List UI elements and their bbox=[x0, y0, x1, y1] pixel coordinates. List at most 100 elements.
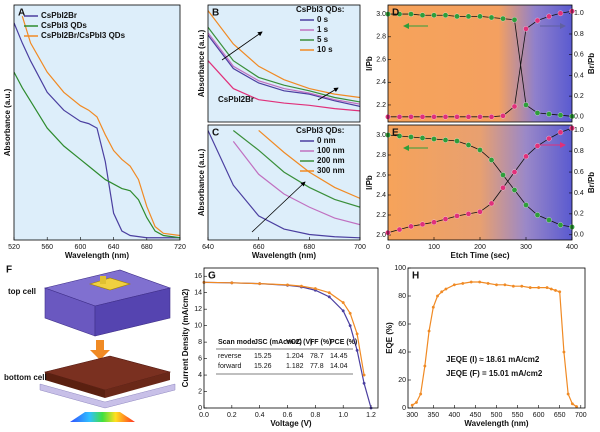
chart: 640 660 680 700 C Wavelength (nm) Absorbance (… bbox=[197, 124, 366, 260]
data-point bbox=[419, 221, 426, 228]
legend-label: CsPbI3 QDs bbox=[41, 21, 87, 30]
cell-label: bottom cell bbox=[4, 373, 47, 382]
y2-tick-label: 0.6 bbox=[574, 169, 584, 176]
x-tick-label: 0.4 bbox=[255, 412, 265, 419]
y2-tick-label: 0.0 bbox=[574, 114, 584, 121]
data-point bbox=[488, 157, 495, 163]
plot-background bbox=[208, 125, 360, 240]
data-point bbox=[523, 202, 529, 208]
table-cell: 1.182 bbox=[286, 363, 304, 370]
y-tick-label: 0 bbox=[402, 405, 406, 412]
data-point bbox=[419, 114, 426, 120]
data-point bbox=[414, 400, 418, 404]
data-point bbox=[431, 114, 437, 120]
plot-background bbox=[408, 268, 585, 408]
data-point bbox=[469, 280, 473, 284]
table-cell: 77.8 bbox=[310, 363, 324, 370]
series-line bbox=[208, 26, 360, 103]
y-tick-label: 100 bbox=[394, 265, 406, 272]
data-point bbox=[545, 286, 549, 290]
bottom-cell-right bbox=[105, 372, 170, 398]
data-point bbox=[341, 301, 345, 305]
table-header: VOC (V) bbox=[286, 339, 312, 346]
y-tick-label: 40 bbox=[398, 349, 406, 356]
data-point bbox=[546, 13, 552, 20]
plot-background bbox=[204, 268, 378, 408]
y2-tick-label: 0.2 bbox=[574, 211, 584, 218]
data-point bbox=[465, 13, 472, 20]
data-point bbox=[554, 288, 557, 292]
data-point bbox=[396, 133, 403, 139]
data-point bbox=[286, 283, 289, 287]
chart: 0 100 200 300 400 2.0 2.2 2.4 2.6 2.8 3.0 0.0 0.2 0.4… bbox=[365, 124, 596, 260]
chart: B Absorbance (a.u.) CsPbI3 QDs:0 s1 s5 s10… bbox=[197, 4, 361, 123]
contact bbox=[100, 276, 106, 284]
y-tick-label: 14 bbox=[194, 290, 202, 297]
legend-label: CsPbI2Br bbox=[41, 11, 77, 20]
x-tick-label: 1.2 bbox=[366, 412, 376, 419]
data-point bbox=[511, 284, 515, 288]
x-axis-label: Wavelength (nm) bbox=[65, 251, 129, 260]
plot-frame bbox=[387, 124, 573, 241]
data-point bbox=[534, 17, 541, 24]
series-line bbox=[208, 60, 360, 112]
data-point bbox=[478, 280, 482, 284]
data-point bbox=[511, 187, 518, 193]
data-point bbox=[442, 12, 449, 18]
legend-label: 1 s bbox=[317, 25, 329, 34]
data-point bbox=[442, 216, 449, 222]
y-axis-label: EQE (%) bbox=[385, 322, 394, 354]
x-tick-label: 600 bbox=[533, 412, 545, 419]
data-point bbox=[557, 222, 564, 228]
y-axis-label: Absorbance (a.u.) bbox=[197, 148, 206, 216]
data-point bbox=[486, 281, 490, 285]
panel-label: H bbox=[412, 271, 419, 282]
data-point bbox=[454, 213, 460, 219]
data-point bbox=[562, 350, 566, 354]
y-tick-label: 60 bbox=[398, 321, 406, 328]
arrows bbox=[221, 23, 566, 233]
data-point bbox=[396, 114, 403, 120]
x-axis-label: Wavelength (nm) bbox=[464, 419, 528, 428]
table-cell: 1.204 bbox=[286, 353, 304, 360]
y-tick-label: 0 bbox=[198, 405, 202, 412]
spectrum-arrow bbox=[70, 412, 135, 422]
x-tick-label: 0.6 bbox=[283, 412, 293, 419]
data-point bbox=[431, 12, 437, 18]
series-line bbox=[208, 32, 360, 105]
plot-frame bbox=[207, 4, 361, 123]
plot-frame bbox=[203, 267, 379, 409]
arrow bbox=[317, 87, 339, 101]
data-point bbox=[431, 219, 437, 225]
top-cell-right bbox=[94, 287, 171, 337]
y-axis-label: Current Density (mA/cm2) bbox=[181, 288, 190, 387]
table-header: Scan mode bbox=[218, 339, 255, 346]
data-point bbox=[546, 111, 552, 117]
legend-label: 200 nm bbox=[317, 156, 345, 165]
x-axis-label: Etch Time (sec) bbox=[451, 251, 510, 260]
panel-label: G bbox=[208, 271, 216, 282]
data-point bbox=[408, 134, 414, 140]
y2-tick-label: 0.4 bbox=[574, 190, 584, 197]
legend-label: 300 nm bbox=[317, 166, 345, 175]
y-tick-label: 2.8 bbox=[376, 152, 386, 159]
y2-tick-label: 0.8 bbox=[574, 148, 584, 155]
data-point bbox=[534, 212, 541, 218]
table-cell: 78.7 bbox=[310, 353, 324, 360]
legend-label: CsPbI2Br/CsPbI3 QDs bbox=[41, 31, 126, 40]
data-point bbox=[465, 114, 472, 120]
data-point bbox=[477, 13, 483, 20]
y-axis-label: Absorbance (a.u.) bbox=[197, 29, 206, 97]
data-point bbox=[520, 284, 524, 288]
data-point bbox=[488, 200, 495, 207]
x-tick-label: 1.0 bbox=[338, 412, 348, 419]
y2-tick-label: 1.0 bbox=[574, 127, 584, 134]
y2-tick-label: 0.6 bbox=[574, 52, 584, 59]
series-line bbox=[21, 16, 180, 237]
legend-title: CsPbI3 QDs: bbox=[296, 5, 344, 14]
data-point bbox=[436, 294, 439, 298]
data-point bbox=[500, 113, 506, 119]
data-point bbox=[488, 14, 495, 21]
data-point bbox=[523, 102, 529, 108]
